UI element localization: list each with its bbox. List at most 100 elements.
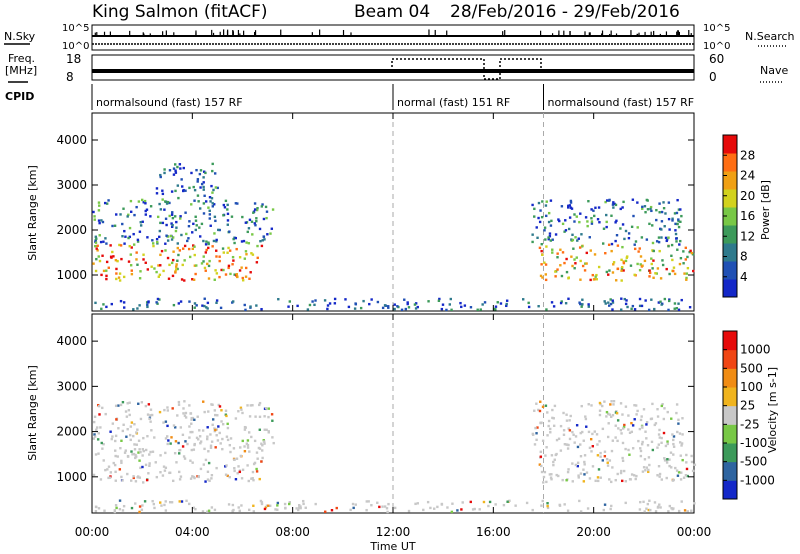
scatter-cell [299, 506, 302, 510]
scatter-cell [611, 439, 615, 442]
scatter-cell [265, 428, 268, 432]
scatter-cell [588, 477, 592, 480]
scatter-cell [612, 201, 615, 204]
scatter-cell [537, 201, 541, 205]
scatter-cell [133, 423, 136, 426]
scatter-cell [217, 403, 220, 407]
scatter-cell [208, 196, 212, 199]
scatter-cell [587, 305, 590, 308]
scatter-cell [677, 471, 681, 474]
scatter-cell [204, 269, 207, 272]
scatter-cell [233, 469, 236, 473]
scatter-cell [579, 455, 583, 458]
scatter-cell [288, 502, 291, 506]
scatter-cell [580, 305, 583, 308]
scatter-cell [450, 308, 453, 312]
scatter-cell [614, 221, 617, 224]
scatter-cell [583, 473, 586, 476]
scatter-cell [625, 256, 629, 259]
scatter-cell [104, 468, 107, 472]
scatter-cell [133, 213, 136, 217]
scatter-cell [314, 299, 317, 302]
scatter-cell [105, 260, 109, 264]
scatter-cell [192, 506, 196, 510]
scatter-cell [191, 231, 194, 234]
scatter-cell [211, 202, 214, 205]
scatter-cell [663, 225, 666, 228]
scatter-cell [679, 208, 682, 211]
scatter-cell [241, 276, 244, 280]
scatter-cell [144, 404, 148, 408]
scatter-cell [203, 297, 206, 300]
scatter-cell [149, 215, 152, 218]
scatter-cell [192, 278, 196, 281]
scatter-cell [671, 219, 674, 222]
scatter-cell [610, 480, 613, 484]
scatter-cell [691, 469, 695, 473]
scatter-cell [621, 245, 624, 249]
scatter-cell [628, 478, 632, 481]
scatter-cell [164, 500, 167, 503]
scatter-cell [690, 454, 693, 458]
scatter-cell [599, 403, 602, 406]
scatter-cell [589, 437, 593, 441]
scatter-cell [599, 476, 602, 479]
scatter-cell [559, 248, 562, 251]
scatter-cell [121, 235, 124, 238]
scatter-cell [469, 306, 473, 309]
scatter-cell [404, 307, 408, 311]
scatter-cell [187, 237, 190, 240]
scatter-cell [591, 465, 595, 468]
scatter-cell [546, 506, 550, 510]
scatter-cell [195, 304, 198, 307]
scatter-cell [176, 165, 179, 169]
scatter-cell [165, 223, 168, 227]
scatter-cell [579, 278, 582, 281]
scatter-cell [551, 238, 554, 241]
scatter-cell [656, 474, 659, 477]
scatter-cell [130, 479, 133, 482]
scatter-cell [288, 300, 292, 303]
scatter-cell [206, 307, 209, 310]
scatter-cell [260, 501, 264, 504]
scatter-cell [217, 228, 220, 232]
scatter-cell [111, 422, 115, 425]
scatter-cell [227, 503, 231, 506]
scatter-cell [680, 298, 683, 302]
scatter-cell [203, 194, 206, 197]
scatter-cell [183, 400, 186, 403]
scatter-cell [184, 189, 187, 192]
scatter-cell [605, 213, 608, 217]
scatter-cell [569, 199, 573, 203]
scatter-cell [644, 211, 647, 214]
scatter-cell [237, 465, 240, 468]
scatter-cell [94, 244, 97, 248]
scatter-cell [164, 466, 168, 469]
scatter-cell [565, 479, 568, 482]
scatter-cell [203, 447, 206, 451]
scatter-cell [220, 409, 223, 412]
scatter-cell [158, 298, 161, 301]
scatter-cell [192, 448, 196, 451]
scatter-cell [660, 220, 664, 223]
scatter-cell [181, 445, 185, 448]
scatter-cell [174, 169, 177, 172]
scatter-cell [525, 501, 529, 505]
scatter-cell [211, 169, 214, 173]
colorbar-swatch [723, 387, 737, 407]
scatter-cell [246, 230, 249, 234]
scatter-cell [139, 224, 143, 227]
scatter-cell [581, 303, 584, 306]
nave-label: Nave [760, 64, 788, 77]
scatter-cell [184, 440, 187, 443]
scatter-cell [386, 510, 389, 514]
scatter-cell [271, 208, 275, 211]
scatter-cell [673, 272, 677, 276]
scatter-cell [189, 477, 193, 480]
scatter-cell [645, 238, 649, 241]
scatter-cell [212, 239, 216, 243]
scatter-cell [422, 508, 425, 512]
scatter-cell [195, 436, 199, 440]
scatter-cell [591, 273, 595, 277]
